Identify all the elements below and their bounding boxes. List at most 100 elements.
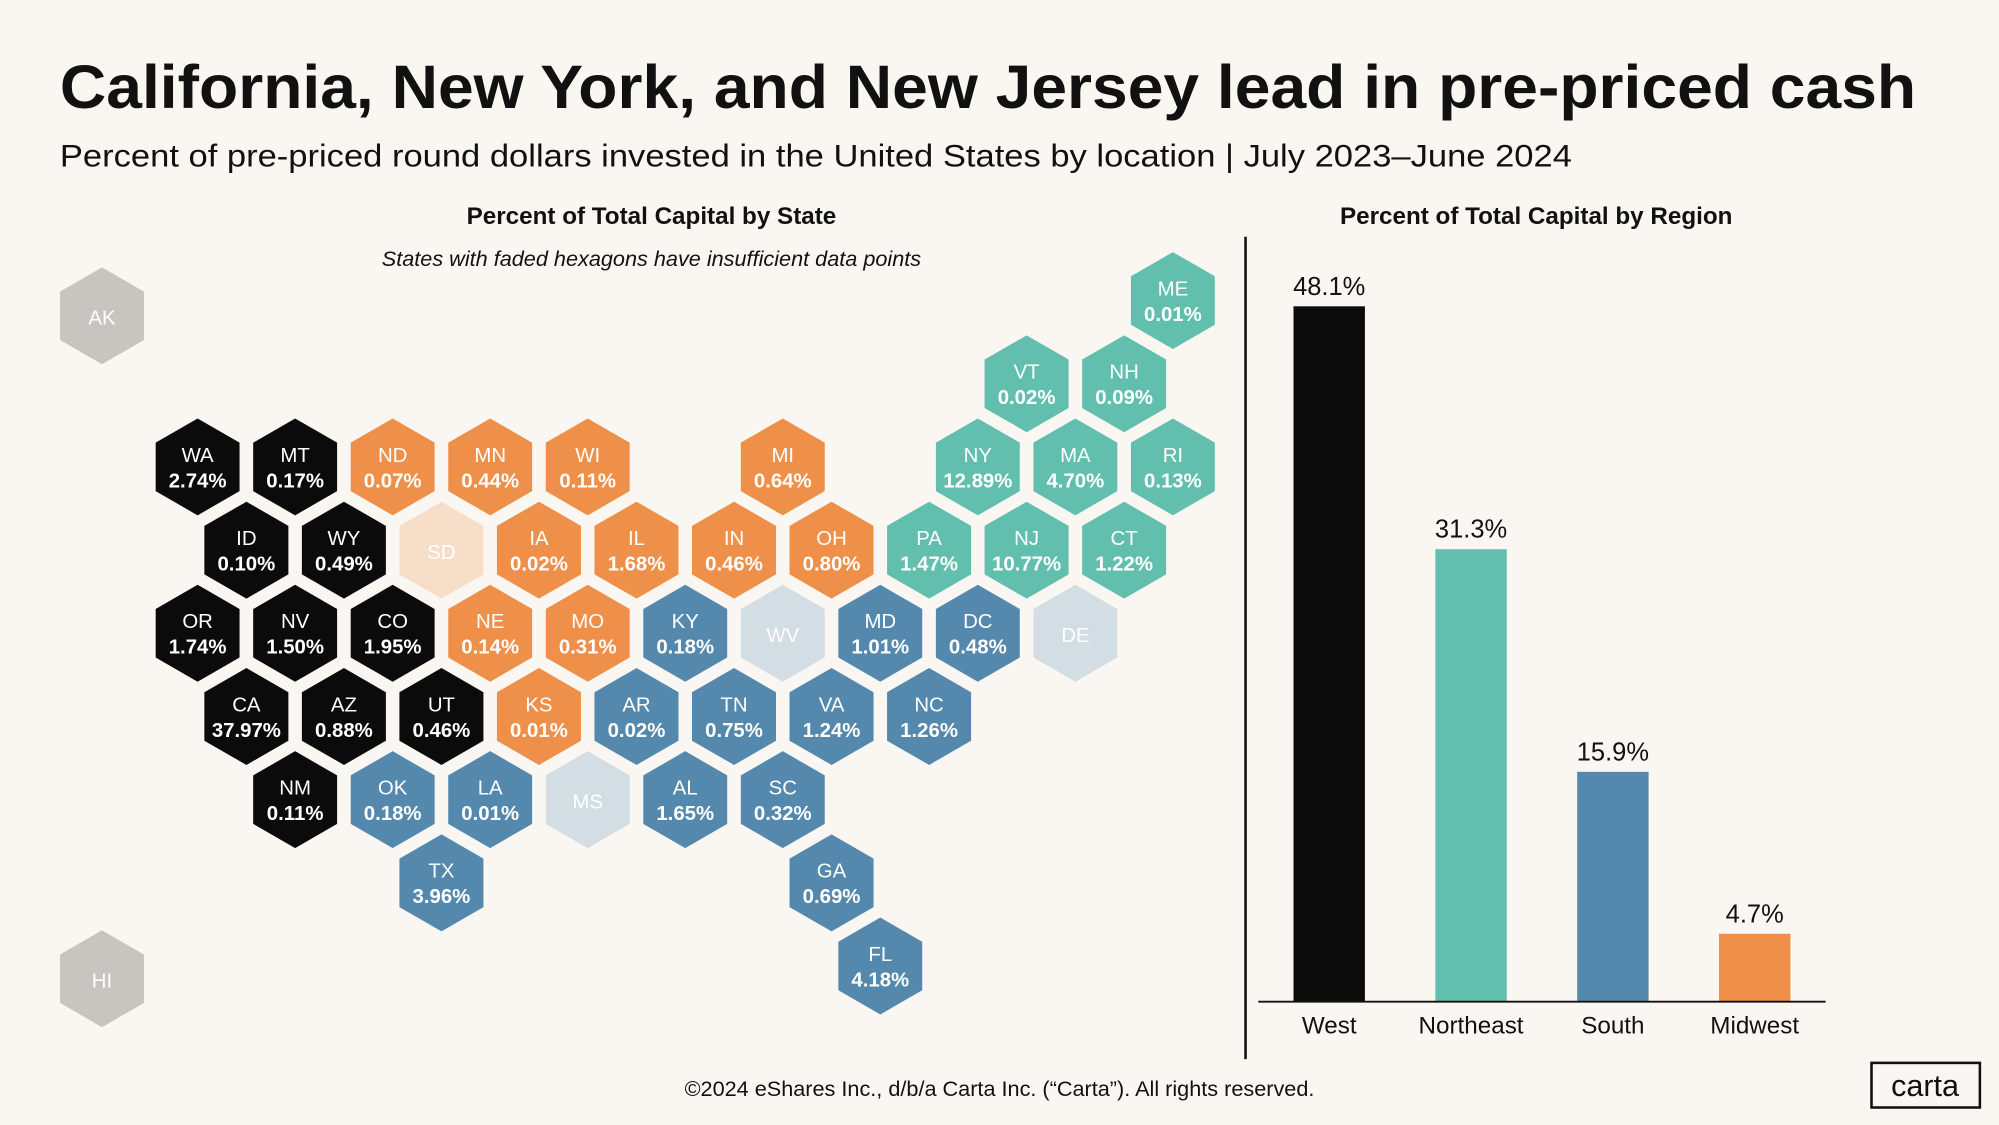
bar-value-label: 31.3% xyxy=(1435,516,1507,544)
state-label: WY xyxy=(327,528,360,550)
state-hex xyxy=(545,751,630,849)
state-label: NH xyxy=(1109,362,1138,384)
state-label: KS xyxy=(525,694,552,716)
state-value-label: 0.80% xyxy=(803,553,861,575)
bar-value-label: 4.7% xyxy=(1726,900,1784,928)
state-label: AR xyxy=(622,694,650,716)
state-label: RI xyxy=(1163,445,1183,467)
state-hex xyxy=(155,418,240,516)
state-label: NY xyxy=(964,445,993,467)
footer: ©2024 eShares Inc., d/b/a Carta Inc. (“C… xyxy=(685,1076,1315,1101)
x-tick-label: West xyxy=(1302,1013,1357,1040)
state-value-label: 12.89% xyxy=(943,470,1012,492)
state-value-label: 4.70% xyxy=(1046,470,1104,492)
state-value-label: 0.01% xyxy=(1144,304,1202,326)
state-label: SD xyxy=(427,542,455,564)
state-hex xyxy=(1033,418,1118,516)
state-label: PA xyxy=(916,528,942,550)
state-hex xyxy=(1082,501,1167,599)
state-label: TN xyxy=(720,694,747,716)
state-hex xyxy=(448,584,533,682)
state-hex xyxy=(935,418,1020,516)
state-hex xyxy=(594,501,679,599)
state-hex xyxy=(887,501,972,599)
map-title: Percent of Total Capital by State xyxy=(467,203,837,230)
state-label: NJ xyxy=(1014,528,1039,550)
state-hex xyxy=(1130,252,1215,349)
state-label: MD xyxy=(864,611,896,633)
state-hex xyxy=(253,584,338,682)
x-tick-label: Northeast xyxy=(1419,1013,1524,1040)
state-hex xyxy=(496,501,581,599)
x-tick-label: Midwest xyxy=(1710,1013,1799,1040)
state-value-label: 0.13% xyxy=(1144,470,1202,492)
state-label: CA xyxy=(232,694,261,716)
state-label: AZ xyxy=(331,694,357,716)
state-value-label: 0.18% xyxy=(364,803,422,825)
state-value-label: 1.74% xyxy=(169,637,227,659)
state-hex xyxy=(545,584,630,682)
state-value-label: 0.02% xyxy=(608,720,666,742)
state-value-label: 1.26% xyxy=(900,720,958,742)
state-hex xyxy=(448,751,533,849)
state-value-label: 1.50% xyxy=(266,637,324,659)
x-tick-label: South xyxy=(1581,1013,1644,1040)
page-title: California, New York, and New Jersey lea… xyxy=(60,53,1916,121)
state-hex xyxy=(643,584,728,682)
state-hex xyxy=(350,418,435,516)
state-value-label: 0.10% xyxy=(217,553,275,575)
state-value-label: 0.75% xyxy=(705,720,763,742)
state-hex xyxy=(301,501,386,599)
state-value-label: 0.02% xyxy=(510,553,568,575)
state-hex xyxy=(399,501,484,599)
state-value-label: 4.18% xyxy=(851,969,909,991)
state-hex xyxy=(984,501,1069,599)
state-hex xyxy=(789,668,874,765)
page-subtitle: Percent of pre-priced round dollars inve… xyxy=(60,138,1572,174)
state-label: IL xyxy=(628,528,645,550)
state-label: FL xyxy=(868,944,892,966)
state-value-label: 0.11% xyxy=(559,470,616,492)
state-label: NE xyxy=(476,611,504,633)
state-label: DC xyxy=(963,611,992,633)
state-hex xyxy=(740,418,825,516)
state-value-label: 0.17% xyxy=(266,470,324,492)
state-hex xyxy=(838,584,923,682)
state-label: NV xyxy=(281,611,310,633)
state-value-label: 0.01% xyxy=(510,720,568,742)
state-hex xyxy=(1130,418,1215,516)
state-value-label: 0.64% xyxy=(754,470,812,492)
state-label: IA xyxy=(529,528,549,550)
state-label: CT xyxy=(1111,528,1138,550)
state-hex xyxy=(1082,335,1167,433)
state-label: AK xyxy=(88,308,116,330)
state-hex xyxy=(643,751,728,849)
bar xyxy=(1577,771,1649,1002)
state-label: GA xyxy=(817,861,847,883)
state-value-label: 0.11% xyxy=(267,803,324,825)
bar xyxy=(1293,306,1365,1002)
state-label: WI xyxy=(575,445,600,467)
logo-box xyxy=(1870,1061,1982,1109)
bar-chart-title: Percent of Total Capital by Region xyxy=(1340,203,1732,230)
state-label: CO xyxy=(377,611,408,633)
state-hex xyxy=(692,668,777,765)
state-label: VT xyxy=(1014,362,1040,384)
state-label: ND xyxy=(378,445,407,467)
state-label: TX xyxy=(428,861,454,883)
state-value-label: 37.97% xyxy=(212,720,281,742)
state-hex xyxy=(1033,584,1118,682)
state-label: HI xyxy=(92,971,112,993)
state-hex xyxy=(984,335,1069,433)
state-label: MT xyxy=(280,445,309,467)
state-value-label: 1.68% xyxy=(608,553,666,575)
state-label: AL xyxy=(673,778,698,800)
state-value-label: 1.01% xyxy=(851,637,909,659)
logo: carta xyxy=(1891,1069,1959,1103)
state-label: OK xyxy=(378,778,408,800)
state-value-label: 1.24% xyxy=(803,720,861,742)
state-hex xyxy=(301,668,386,765)
state-label: LA xyxy=(478,778,503,800)
state-label: WV xyxy=(766,625,799,647)
